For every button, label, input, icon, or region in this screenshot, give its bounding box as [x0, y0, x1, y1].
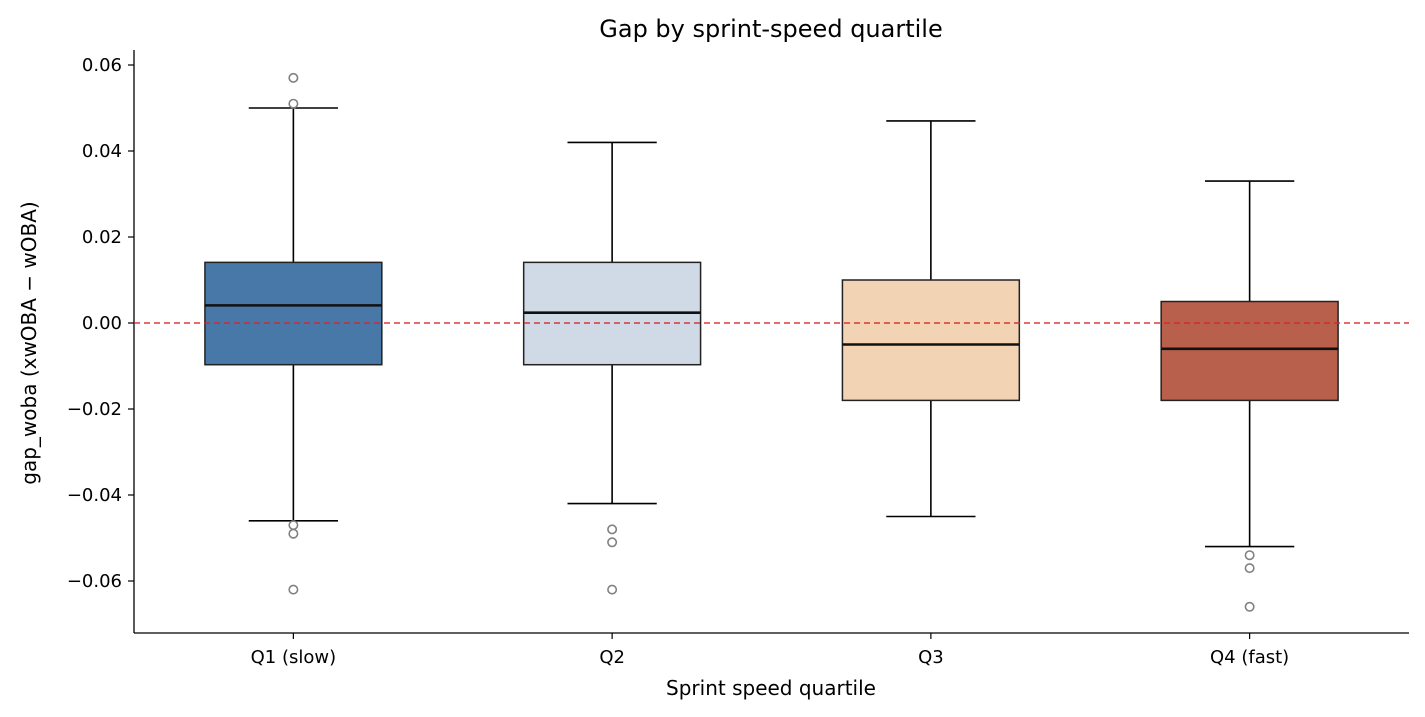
outlier-point: [288, 528, 299, 539]
x-tick-label: Q4 (fast): [1210, 647, 1289, 668]
outlier-point: [288, 584, 299, 595]
outlier-point: [1244, 563, 1255, 574]
outlier-point: [607, 584, 618, 595]
outlier-point: [1244, 601, 1255, 612]
y-tick-label: −0.04: [67, 485, 122, 506]
x-tick-label: Q3: [918, 647, 944, 668]
outlier-point: [288, 520, 299, 531]
plot-area: −0.06 −0.04 −0.02 0.00 0.02 0.04 0.06 Q1 (slow)…: [67, 50, 1409, 668]
x-tick-label: Q1 (slow): [251, 647, 337, 668]
y-tick-label: 0.02: [82, 227, 122, 248]
box-4: [1160, 300, 1339, 402]
chart-title: Gap by sprint-speed quartile: [599, 15, 942, 43]
y-tick-label: 0.04: [82, 141, 122, 162]
outlier-point: [288, 72, 299, 83]
outlier-point: [607, 524, 618, 535]
outlier-point: [288, 98, 299, 109]
x-tick-label: Q2: [599, 647, 625, 668]
y-tick-label: 0.00: [82, 313, 122, 334]
y-tick-label: 0.06: [82, 55, 122, 76]
outlier-point: [1244, 550, 1255, 561]
x-axis-label: Sprint speed quartile: [666, 676, 876, 700]
y-tick-label: −0.02: [67, 399, 122, 420]
y-axis-label: gap_woba (xwOBA − wOBA): [17, 201, 41, 484]
y-tick-label: −0.06: [67, 571, 122, 592]
outlier-point: [607, 537, 618, 548]
box-1: [204, 261, 383, 366]
box-3: [841, 279, 1021, 402]
